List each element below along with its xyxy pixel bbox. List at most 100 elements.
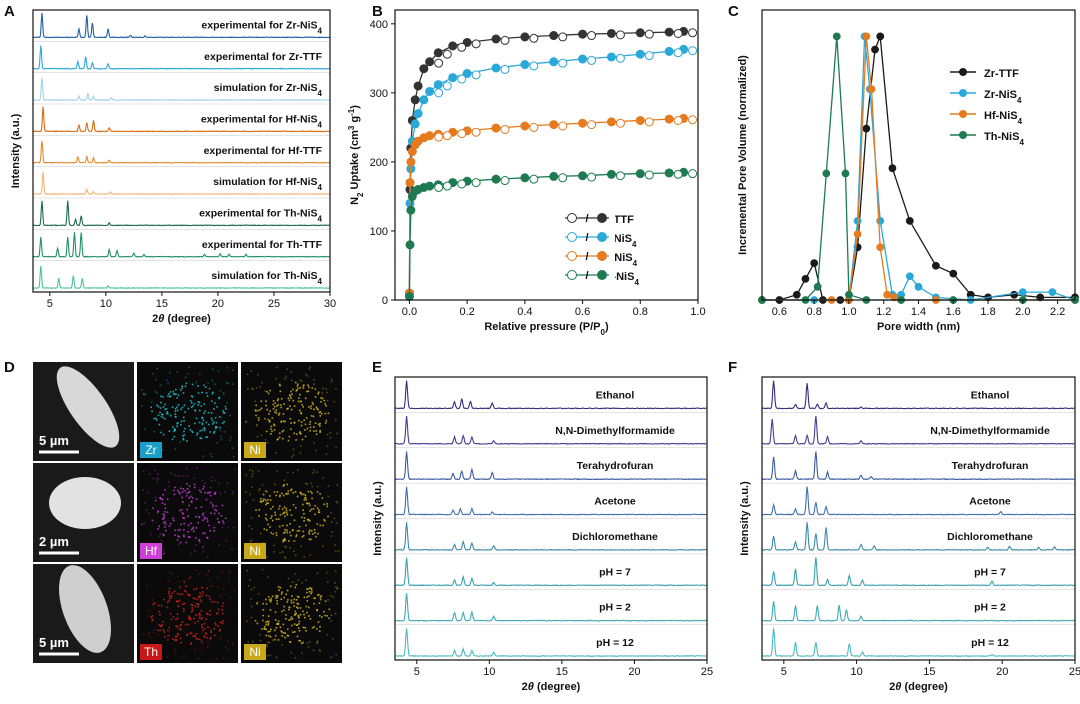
edx-signal-dot: [315, 430, 318, 432]
edx-signal-dot: [185, 495, 188, 497]
edx-signal-dot: [195, 527, 198, 529]
edx-signal-dot: [211, 455, 213, 458]
edx-signal-dot: [152, 372, 154, 375]
series-line: [408, 171, 684, 297]
edx-signal-dot: [293, 614, 296, 617]
edx-signal-dot: [174, 635, 177, 638]
edx-signal-dot: [315, 433, 318, 436]
edx-signal-dot: [282, 413, 285, 415]
edx-signal-dot: [199, 430, 201, 432]
edx-signal-dot: [305, 417, 308, 419]
edx-signal-dot: [177, 605, 180, 607]
edx-signal-dot: [262, 614, 265, 617]
edx-signal-dot: [227, 382, 229, 385]
edx-signal-dot: [266, 576, 269, 578]
data-point: [635, 115, 645, 125]
edx-signal-dot: [276, 438, 279, 441]
edx-signal-dot: [198, 539, 201, 542]
edx-signal-dot: [179, 441, 182, 443]
edx-signal-dot: [158, 610, 161, 613]
edx-signal-dot: [311, 497, 313, 500]
edx-signal-dot: [200, 506, 203, 508]
edx-signal-dot: [299, 432, 301, 434]
edx-signal-dot: [191, 609, 194, 611]
edx-signal-dot: [248, 525, 250, 528]
edx-signal-dot: [215, 658, 218, 660]
data-point: [801, 275, 810, 283]
data-point: [404, 292, 414, 302]
legend-marker-filled: [597, 270, 607, 280]
edx-signal-dot: [336, 587, 339, 590]
edx-signal-dot: [162, 513, 165, 515]
data-point: [520, 60, 530, 70]
edx-signal-dot: [181, 501, 184, 504]
edx-signal-dot: [217, 586, 219, 589]
edx-signal-dot: [334, 550, 337, 553]
edx-signal-dot: [262, 493, 265, 496]
panel-letter-c: C: [728, 3, 739, 20]
edx-signal-dot: [167, 580, 170, 582]
edx-signal-dot: [309, 429, 311, 432]
edx-signal-dot: [206, 537, 209, 539]
data-point: [491, 174, 501, 184]
desorption-point: [558, 32, 568, 42]
edx-signal-dot: [316, 407, 319, 410]
edx-signal-dot: [209, 529, 212, 532]
edx-signal-dot: [157, 511, 159, 514]
y-axis-label: Intensity (a.u.): [10, 113, 22, 188]
edx-signal-dot: [263, 528, 266, 530]
edx-signal-dot: [168, 395, 171, 398]
edx-signal-dot: [295, 534, 298, 536]
edx-signal-dot: [255, 404, 258, 407]
edx-signal-dot: [214, 417, 217, 419]
edx-signal-dot: [166, 411, 169, 413]
edx-signal-dot: [264, 439, 267, 441]
edx-signal-dot: [194, 635, 197, 638]
edx-signal-dot: [191, 500, 193, 502]
edx-signal-dot: [190, 603, 193, 606]
x-axis-label: 2θ (degree): [152, 313, 211, 325]
x-tick-label: 15: [156, 298, 168, 310]
edx-signal-dot: [292, 388, 294, 391]
data-point: [549, 120, 559, 130]
edx-signal-dot: [279, 495, 281, 498]
edx-signal-dot: [218, 608, 220, 611]
edx-signal-dot: [201, 593, 204, 596]
edx-signal-dot: [160, 539, 163, 542]
edx-signal-dot: [284, 420, 286, 423]
edx-signal-dot: [268, 634, 270, 637]
edx-signal-dot: [319, 596, 322, 599]
edx-signal-dot: [281, 524, 284, 527]
edx-signal-dot: [283, 483, 285, 486]
edx-signal-dot: [295, 583, 298, 586]
edx-signal-dot: [145, 509, 148, 511]
edx-signal-dot: [168, 597, 171, 600]
edx-signal-dot: [158, 535, 160, 538]
edx-signal-dot: [149, 533, 152, 536]
edx-signal-dot: [229, 439, 231, 442]
data-point: [606, 52, 616, 62]
edx-signal-dot: [257, 592, 260, 595]
edx-signal-dot: [186, 634, 188, 637]
edx-signal-dot: [265, 598, 267, 601]
pattern-line: [32, 12, 330, 39]
edx-signal-dot: [218, 397, 220, 400]
edx-signal-dot: [154, 602, 156, 604]
desorption-point: [442, 181, 452, 191]
edx-signal-dot: [190, 610, 193, 613]
edx-signal-dot: [245, 501, 248, 503]
edx-signal-dot: [201, 391, 203, 394]
edx-signal-dot: [268, 642, 271, 644]
edx-signal-dot: [220, 570, 223, 573]
edx-signal-dot: [184, 590, 186, 592]
pattern-line: [394, 416, 707, 445]
edx-signal-dot: [184, 376, 187, 379]
edx-signal-dot: [156, 391, 159, 394]
edx-signal-dot: [274, 514, 277, 516]
edx-signal-dot: [206, 612, 208, 615]
edx-signal-dot: [180, 523, 182, 526]
edx-signal-dot: [209, 598, 212, 601]
edx-signal-dot: [298, 623, 300, 625]
edx-signal-dot: [214, 508, 216, 511]
edx-signal-dot: [222, 392, 225, 394]
